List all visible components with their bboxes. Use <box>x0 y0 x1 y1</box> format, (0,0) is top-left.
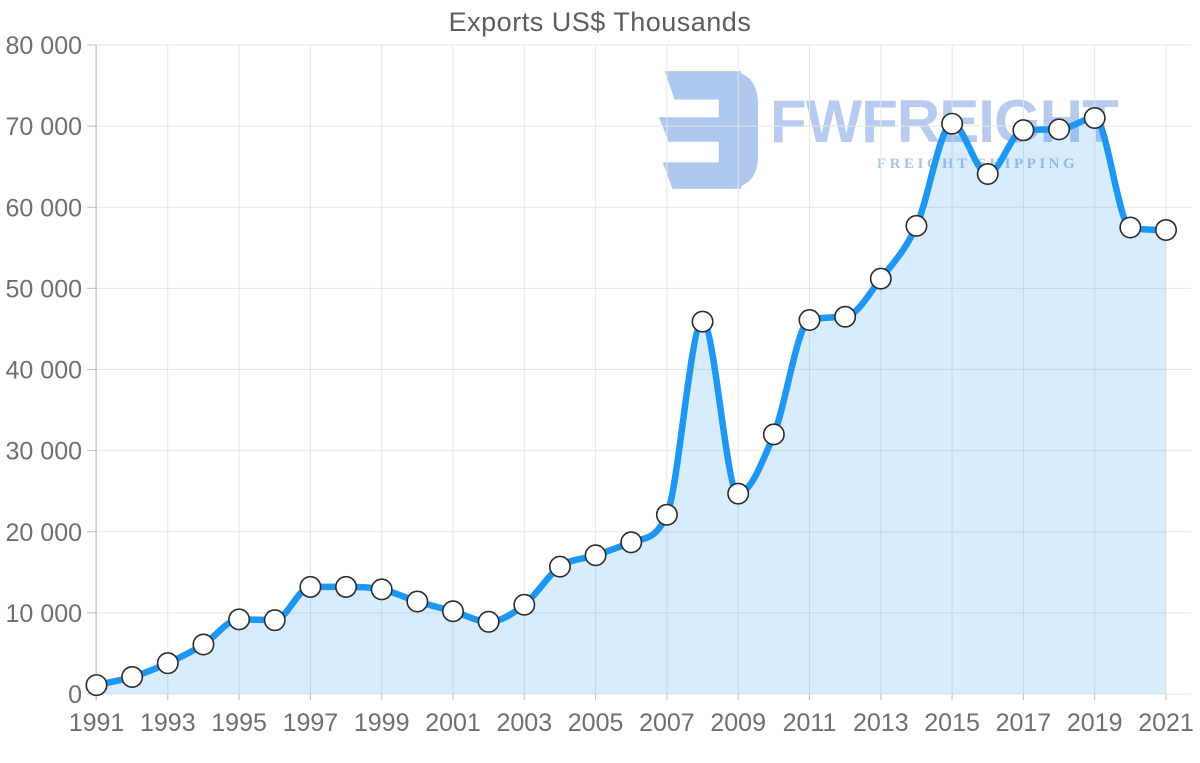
data-point-2006[interactable] <box>620 531 643 554</box>
data-point-2003[interactable] <box>513 593 536 616</box>
x-axis-tick-label: 2003 <box>496 709 552 737</box>
x-axis-tick-label: 2021 <box>1138 709 1194 737</box>
data-point-2010[interactable] <box>762 423 785 446</box>
x-axis-labels: 1991 1993 1995 1997 1999 2001 2003 2005 2007 2009… <box>69 709 1194 737</box>
data-point-2012[interactable] <box>834 305 857 328</box>
y-axis-tick-label: 20 000 <box>6 519 82 547</box>
data-point-1999[interactable] <box>370 578 393 601</box>
data-point-1997[interactable] <box>299 575 322 598</box>
y-axis-tick-label: 60 000 <box>6 194 82 222</box>
data-point-2001[interactable] <box>441 600 464 623</box>
y-axis-tick-label: 30 000 <box>6 438 82 466</box>
data-point-2013[interactable] <box>869 267 892 290</box>
y-axis-tick-label: 40 000 <box>6 357 82 385</box>
data-point-1996[interactable] <box>263 609 286 632</box>
data-point-2000[interactable] <box>406 590 429 613</box>
x-axis-tick-label: 2013 <box>853 709 909 737</box>
data-point-1992[interactable] <box>121 665 144 688</box>
data-point-2015[interactable] <box>941 112 964 135</box>
data-point-1991[interactable] <box>85 674 108 697</box>
x-axis-tick-label: 2017 <box>996 709 1052 737</box>
area-fill <box>96 118 1166 694</box>
data-points <box>85 107 1178 697</box>
x-axis-tick-label: 1993 <box>140 709 196 737</box>
data-point-2011[interactable] <box>798 309 821 332</box>
fwfreight-logo-shape <box>658 71 758 189</box>
x-axis-tick-label: 1991 <box>69 709 125 737</box>
x-axis-tick-label: 2007 <box>639 709 695 737</box>
y-axis-tick-label: 50 000 <box>6 275 82 303</box>
chart-title: Exports US$ Thousands <box>448 7 752 37</box>
y-axis-tick-label: 0 <box>68 681 82 709</box>
data-point-2007[interactable] <box>655 503 678 526</box>
axis-ticks <box>87 44 1167 700</box>
data-point-1993[interactable] <box>156 652 179 675</box>
fwfreight-logo-icon <box>658 71 758 189</box>
x-axis-tick-label: 2019 <box>1067 709 1123 737</box>
data-point-2018[interactable] <box>1048 118 1071 141</box>
data-point-2014[interactable] <box>905 214 928 237</box>
y-axis-tick-label: 70 000 <box>6 113 82 141</box>
x-axis-tick-label: 2005 <box>568 709 624 737</box>
x-axis-tick-label: 1997 <box>283 709 339 737</box>
data-point-2016[interactable] <box>976 162 999 185</box>
y-axis-tick-label: 80 000 <box>6 32 82 60</box>
data-point-2017[interactable] <box>1012 119 1035 142</box>
x-axis-tick-label: 1999 <box>354 709 410 737</box>
data-point-2005[interactable] <box>584 544 607 567</box>
data-point-2021[interactable] <box>1155 218 1178 241</box>
x-axis-tick-label: 2015 <box>924 709 980 737</box>
data-point-2004[interactable] <box>548 555 571 578</box>
gridlines <box>96 44 1191 695</box>
data-point-1994[interactable] <box>192 633 215 656</box>
x-axis-tick-label: 2011 <box>783 709 837 737</box>
y-axis-labels: 0 10 000 20 000 30 000 40 000 50 000 60 000 70 … <box>6 32 82 709</box>
data-point-1998[interactable] <box>335 575 358 598</box>
series-area <box>96 118 1166 694</box>
data-point-2002[interactable] <box>477 610 500 633</box>
data-point-2008[interactable] <box>691 310 714 333</box>
x-axis-tick-label: 1995 <box>211 709 267 737</box>
data-point-1995[interactable] <box>228 608 251 631</box>
x-axis-tick-label: 2009 <box>710 709 766 737</box>
data-point-2020[interactable] <box>1119 216 1142 239</box>
y-axis-tick-label: 10 000 <box>6 600 82 628</box>
data-point-2009[interactable] <box>727 482 750 505</box>
x-axis-tick-label: 2001 <box>425 709 481 737</box>
data-point-2019[interactable] <box>1083 107 1106 130</box>
